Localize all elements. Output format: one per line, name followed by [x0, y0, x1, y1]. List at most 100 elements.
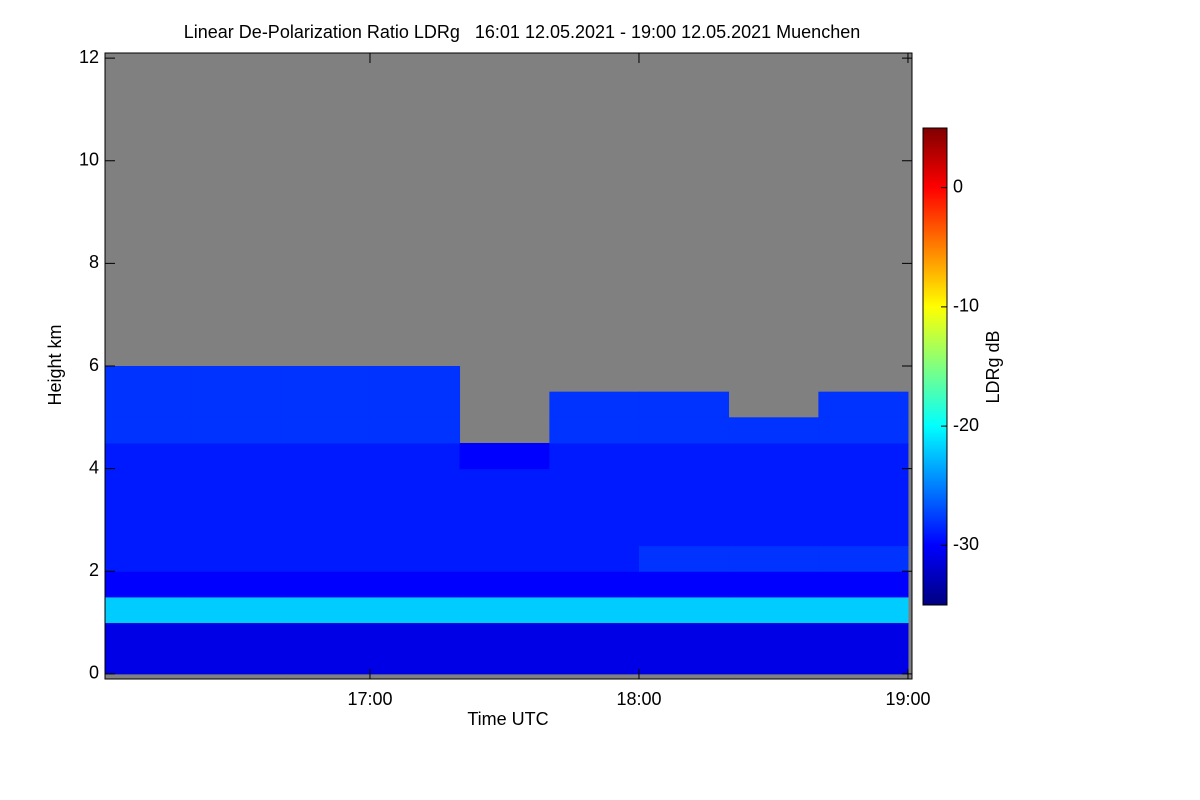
y-tick-label: 10	[79, 150, 99, 170]
heatmap-cell	[105, 494, 192, 521]
heatmap-cell	[105, 519, 192, 547]
heatmap-cell	[728, 622, 819, 649]
heatmap-cell	[280, 366, 371, 393]
heatmap-cell	[105, 391, 192, 418]
x-tick-label: 17:00	[347, 689, 392, 709]
heatmap-cell	[549, 391, 640, 418]
heatmap-cell	[638, 622, 730, 649]
heatmap-cell	[549, 596, 640, 624]
heatmap-cell	[280, 494, 371, 521]
colorbar-label: LDRg dB	[983, 330, 1003, 403]
heatmap-cell	[190, 596, 281, 624]
colorbar-tick-label: -20	[953, 415, 979, 435]
y-tick-label: 0	[89, 663, 99, 683]
heatmap-cell	[105, 366, 192, 393]
heatmap-cell	[549, 494, 640, 521]
y-tick-label: 2	[89, 560, 99, 580]
heatmap-cell	[818, 391, 909, 418]
heatmap-cell	[638, 442, 730, 470]
heatmap-cell	[190, 366, 281, 393]
heatmap-cell	[638, 571, 730, 598]
y-tick-label: 8	[89, 252, 99, 272]
x-axis-label: Time UTC	[467, 709, 548, 729]
heatmap-cell	[638, 519, 730, 547]
heatmap-cell	[280, 648, 371, 675]
heatmap-cell	[549, 545, 640, 572]
heatmap-cell	[818, 596, 909, 624]
heatmap-cell	[105, 571, 192, 598]
heatmap-cell	[818, 494, 909, 521]
heatmap-cell	[459, 571, 550, 598]
heatmap-cell	[280, 417, 371, 444]
heatmap-cell	[280, 596, 371, 624]
x-tick-label: 19:00	[885, 689, 930, 709]
colorbar-tick-label: -10	[953, 296, 979, 316]
heatmap-cell	[190, 442, 281, 470]
heatmap-cell	[638, 596, 730, 624]
heatmap-cell	[728, 494, 819, 521]
heatmap-cell	[190, 545, 281, 572]
colorbar	[923, 128, 947, 605]
heatmap-cell	[818, 442, 909, 470]
heatmap-cell	[369, 519, 461, 547]
heatmap-cell	[190, 494, 281, 521]
heatmap-cell	[369, 494, 461, 521]
heatmap-cell	[638, 417, 730, 444]
y-tick-label: 4	[89, 457, 99, 477]
heatmap-cell	[728, 442, 819, 470]
heatmap-cell	[105, 545, 192, 572]
heatmap-cell	[105, 468, 192, 495]
y-tick-label: 12	[79, 47, 99, 67]
heatmap-cell	[638, 545, 730, 572]
heatmap-cell	[459, 545, 550, 572]
heatmap-cell	[190, 519, 281, 547]
heatmap-cell	[549, 468, 640, 495]
heatmap-cell	[549, 622, 640, 649]
heatmap-cell	[105, 622, 192, 649]
heatmap-cell	[549, 519, 640, 547]
heatmap-cell	[638, 648, 730, 675]
heatmap-cell	[369, 417, 461, 444]
heatmap-cell	[280, 519, 371, 547]
heatmap-cell	[369, 391, 461, 418]
y-axis-label: Height km	[45, 324, 65, 405]
heatmap-cell	[728, 648, 819, 675]
chart-title: Linear De-Polarization Ratio LDRg 16:01 …	[184, 22, 860, 42]
heatmap-cell	[369, 596, 461, 624]
heatmap-cell	[638, 391, 730, 418]
heatmap-cell	[818, 571, 909, 598]
heatmap-cell	[105, 648, 192, 675]
heatmap-cell	[549, 417, 640, 444]
heatmap-cell	[369, 366, 461, 393]
heatmap-cell	[549, 648, 640, 675]
heatmap-cell	[459, 622, 550, 649]
heatmap-cell	[280, 622, 371, 649]
heatmap-cell	[728, 468, 819, 495]
heatmap-cell	[459, 648, 550, 675]
heatmap-cell	[549, 571, 640, 598]
heatmap-cell	[369, 622, 461, 649]
heatmap-cell	[728, 519, 819, 547]
heatmap-cell	[549, 442, 640, 470]
heatmap-cell	[818, 417, 909, 444]
heatmap-cell	[105, 442, 192, 470]
heatmap-cell	[459, 519, 550, 547]
heatmap-cell	[369, 648, 461, 675]
heatmap-cell	[369, 442, 461, 470]
heatmap-cell	[728, 596, 819, 624]
heatmap-cell	[369, 571, 461, 598]
heatmap-cell	[459, 596, 550, 624]
heatmap-cell	[280, 571, 371, 598]
heatmap-cell	[459, 468, 550, 495]
heatmap-cell	[280, 391, 371, 418]
heatmap-cell	[818, 622, 909, 649]
heatmap-cell	[818, 468, 909, 495]
heatmap-cell	[369, 468, 461, 495]
colorbar-tick-label: 0	[953, 176, 963, 196]
heatmap-cell	[818, 648, 909, 675]
heatmap-cell	[728, 417, 819, 444]
heatmap-cell	[105, 596, 192, 624]
heatmap-cell	[638, 468, 730, 495]
